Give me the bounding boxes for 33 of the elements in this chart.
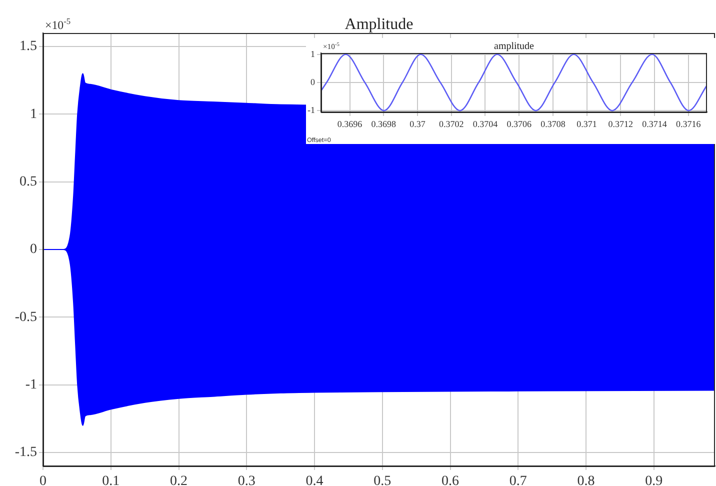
x-tick-label: 0.3716: [676, 118, 702, 129]
x-tick-label: 0.3702: [438, 118, 464, 129]
x-tick-label: 0.6: [442, 474, 460, 486]
y-tick-label: 0.5: [20, 174, 37, 190]
x-tick-label: 0: [40, 474, 46, 486]
y-tick-label: -1.5: [14, 445, 37, 460]
x-tick-label: 0.7: [509, 474, 527, 486]
x-tick-label: 0.3: [238, 474, 256, 486]
x-tick-label: 0.3696: [337, 118, 363, 129]
y-tick-label: -1: [308, 104, 315, 115]
x-tick-label: 0.371: [576, 118, 597, 129]
y-tick-label: 1: [310, 48, 315, 59]
y-tick-label: 1.5: [20, 39, 37, 54]
y-tick-label: 1: [30, 106, 37, 122]
y-tick-label: -0.5: [14, 310, 37, 325]
x-tick-label: 0.3706: [506, 118, 532, 129]
x-tick-label: 0.2: [170, 474, 188, 486]
x-tick-label: 0.1: [102, 474, 120, 486]
x-tick-label: 0.8: [577, 474, 595, 486]
x-tick-label: 0.9: [645, 474, 663, 486]
x-tick-label: 0.4: [306, 474, 324, 486]
chart-title: Amplitude: [344, 16, 414, 33]
y-tick-label: -1: [25, 377, 37, 392]
y-tick-label: 0: [310, 76, 316, 87]
chart-title: amplitude: [494, 41, 535, 52]
x-tick-label: 0.3708: [540, 118, 566, 129]
y-tick-label: 0: [30, 242, 37, 258]
x-tick-label: 0.3712: [608, 118, 634, 129]
x-tick-label: 0.3698: [371, 118, 397, 129]
x-tick-label: 0.3714: [642, 118, 668, 129]
x-tick-label: 0.5: [374, 474, 392, 486]
x-tick-label: 0.3704: [472, 118, 498, 129]
x-tick-label: 0.37: [410, 118, 426, 129]
